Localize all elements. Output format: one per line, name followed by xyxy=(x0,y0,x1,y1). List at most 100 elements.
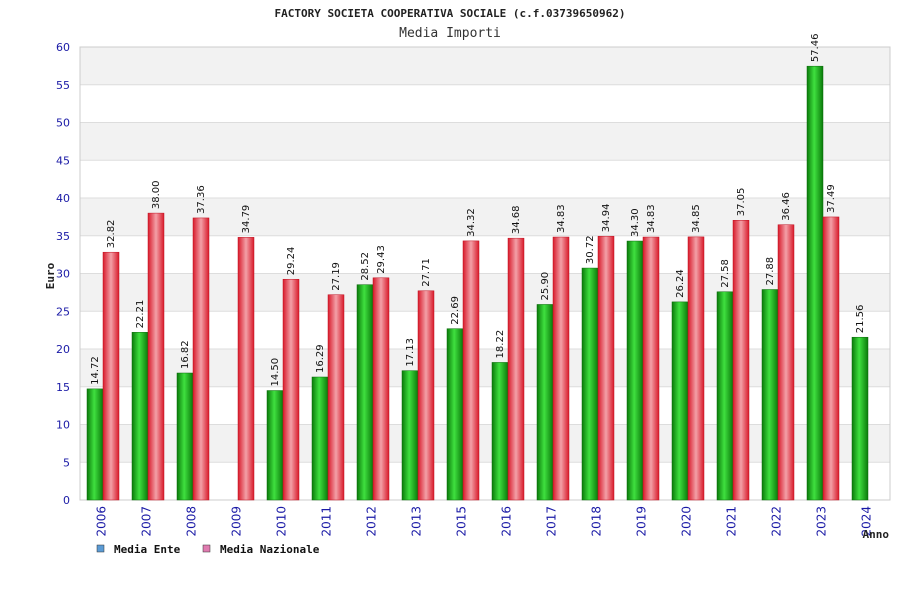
x-axis-ticks: 2006 2007 2008 2009 2010 2011 2012 2013 2015 2016… xyxy=(95,506,874,537)
y-axis-label: Euro xyxy=(44,262,57,289)
bar-media-ente xyxy=(176,372,194,501)
x-tick-label: 2012 xyxy=(365,506,379,537)
x-tick-label: 2023 xyxy=(815,506,829,537)
bar-media-nazionale xyxy=(147,212,165,501)
bar-media-nazionale xyxy=(372,277,390,501)
data-label: 29.43 xyxy=(376,245,387,274)
y-tick-label: 10 xyxy=(56,419,70,432)
bar-media-ente xyxy=(671,301,689,501)
bar-media-ente xyxy=(401,370,419,501)
bar-media-nazionale xyxy=(282,278,300,501)
data-label: 16.29 xyxy=(315,344,326,373)
x-tick-label: 2006 xyxy=(95,506,109,537)
x-tick-label: 2021 xyxy=(725,506,739,537)
bar-media-ente xyxy=(581,267,599,501)
data-label: 30.72 xyxy=(585,235,596,264)
bar-media-nazionale xyxy=(507,237,525,501)
plot-frame xyxy=(79,46,891,501)
data-label: 27.19 xyxy=(331,262,342,291)
y-tick-label: 45 xyxy=(56,154,70,167)
data-label: 28.52 xyxy=(360,252,371,281)
data-label: 34.94 xyxy=(601,204,612,233)
bar-media-ente xyxy=(626,240,644,501)
y-tick-label: 40 xyxy=(56,192,70,205)
x-tick-label: 2008 xyxy=(185,506,199,537)
x-tick-label: 2017 xyxy=(545,506,559,537)
bar-media-nazionale xyxy=(462,240,480,501)
bar-media-ente xyxy=(716,291,734,501)
data-label: 14.72 xyxy=(90,356,101,385)
y-tick-label: 25 xyxy=(56,305,70,318)
data-label: 37.49 xyxy=(826,184,837,213)
legend-label-media-nazionale: Media Nazionale xyxy=(220,543,320,556)
data-label: 32.82 xyxy=(106,220,117,249)
bars xyxy=(86,65,869,501)
x-tick-label: 2024 xyxy=(860,506,874,537)
y-axis-ticks: 0 5 10 15 20 25 30 35 40 45 50 55 60 xyxy=(56,41,70,507)
legend-label-media-ente: Media Ente xyxy=(114,543,181,556)
data-label: 57.46 xyxy=(810,34,821,63)
chart-subtitle: Media Importi xyxy=(399,26,501,41)
data-label: 26.24 xyxy=(675,269,686,298)
data-label: 34.85 xyxy=(691,204,702,233)
data-label: 34.32 xyxy=(466,208,477,237)
data-label: 29.24 xyxy=(286,247,297,276)
data-label: 37.05 xyxy=(736,188,747,217)
bar-media-nazionale xyxy=(642,236,660,501)
bar-media-nazionale xyxy=(822,216,840,501)
x-tick-label: 2009 xyxy=(230,506,244,537)
bar-media-ente xyxy=(356,284,374,501)
grid-band xyxy=(80,198,890,236)
bar-media-ente xyxy=(851,336,869,501)
bar-media-nazionale xyxy=(327,294,345,501)
data-label: 36.46 xyxy=(781,192,792,221)
bar-media-nazionale xyxy=(192,217,210,501)
x-tick-label: 2007 xyxy=(140,506,154,537)
bar-media-ente xyxy=(131,332,149,501)
data-label: 27.71 xyxy=(421,258,432,287)
x-axis-label: Anno xyxy=(863,528,890,541)
data-label: 34.83 xyxy=(646,204,657,233)
y-tick-label: 50 xyxy=(56,117,70,130)
legend-swatch-media-nazionale xyxy=(202,544,211,553)
y-tick-label: 20 xyxy=(56,343,70,356)
bar-media-ente xyxy=(86,388,104,501)
bar-media-nazionale xyxy=(732,220,750,501)
bar-media-ente xyxy=(761,289,779,501)
legend-swatch-media-ente xyxy=(96,544,105,553)
bar-media-ente xyxy=(536,304,554,501)
y-tick-label: 30 xyxy=(56,268,70,281)
x-tick-label: 2020 xyxy=(680,506,694,537)
bar-media-ente xyxy=(446,328,464,501)
y-tick-label: 55 xyxy=(56,79,70,92)
x-tick-label: 2018 xyxy=(590,506,604,537)
data-label: 34.83 xyxy=(556,204,567,233)
gridlines xyxy=(79,46,891,501)
x-tick-label: 2022 xyxy=(770,506,784,537)
grid-band xyxy=(80,424,890,463)
x-tick-label: 2011 xyxy=(320,506,334,537)
legend: Media Ente Media Nazionale xyxy=(96,543,320,556)
bar-media-nazionale xyxy=(237,237,255,501)
data-label: 38.00 xyxy=(151,180,162,209)
bar-media-nazionale xyxy=(687,236,705,501)
data-label: 34.30 xyxy=(630,208,641,237)
x-tick-label: 2015 xyxy=(455,506,469,537)
data-label: 21.56 xyxy=(855,305,866,334)
data-label: 34.79 xyxy=(241,205,252,234)
data-labels: 14.72 32.82 22.21 38.00 16.82 37.36 34.79 14.50… xyxy=(90,34,866,387)
bar-media-ente xyxy=(311,376,329,501)
y-tick-label: 35 xyxy=(56,230,70,243)
data-label: 37.36 xyxy=(196,185,207,214)
bar-media-nazionale xyxy=(102,251,120,501)
y-tick-label: 15 xyxy=(56,381,70,394)
bar-media-nazionale xyxy=(417,290,435,501)
data-label: 22.21 xyxy=(135,300,146,329)
bar-media-ente xyxy=(491,362,509,501)
x-tick-label: 2016 xyxy=(500,506,514,537)
grid-band xyxy=(80,349,890,387)
data-label: 27.58 xyxy=(720,259,731,288)
bar-media-ente xyxy=(266,390,284,501)
bar-media-ente xyxy=(806,65,824,501)
